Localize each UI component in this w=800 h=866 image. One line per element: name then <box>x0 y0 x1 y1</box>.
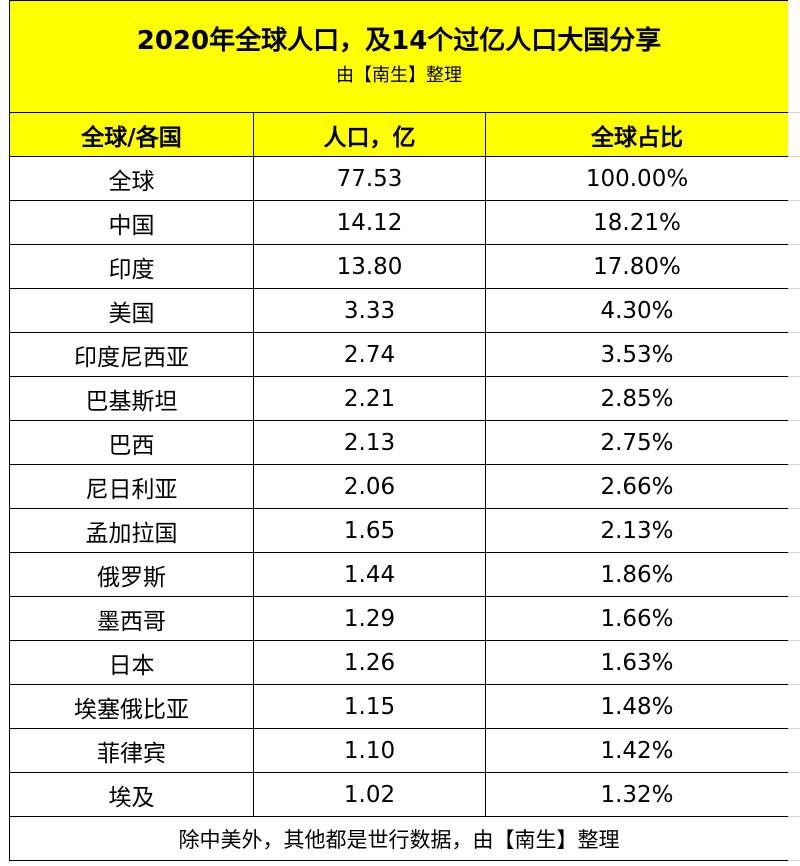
share-cell[interactable]: 1.66% <box>484 596 790 641</box>
gridline <box>788 508 800 509</box>
share-cell[interactable]: 1.48% <box>484 684 790 729</box>
gridline <box>788 640 800 641</box>
table-row: 印度尼西亚 2.74 3.53% <box>9 332 790 377</box>
country-cell[interactable]: 巴西 <box>9 420 254 465</box>
gridline <box>788 596 800 597</box>
table-row: 埃及 1.02 1.32% <box>9 772 790 817</box>
gridline <box>788 420 800 421</box>
table-row: 印度 13.80 17.80% <box>9 244 790 289</box>
table-row: 尼日利亚 2.06 2.66% <box>9 464 790 509</box>
spreadsheet-gridlines <box>788 0 800 866</box>
gridline <box>788 244 800 245</box>
population-cell[interactable]: 77.53 <box>253 156 486 201</box>
gridline <box>788 112 800 113</box>
gridline <box>788 332 800 333</box>
share-cell[interactable]: 100.00% <box>484 156 790 201</box>
population-cell[interactable]: 2.74 <box>253 332 486 377</box>
table-row: 俄罗斯 1.44 1.86% <box>9 552 790 597</box>
footer-note[interactable]: 除中美外，其他都是世行数据，由【南生】整理 <box>8 816 790 861</box>
country-cell[interactable]: 中国 <box>9 200 254 245</box>
gridline <box>788 772 800 773</box>
country-cell[interactable]: 日本 <box>9 640 254 685</box>
footer-row: 除中美外，其他都是世行数据，由【南生】整理 <box>8 816 790 861</box>
title-cell[interactable]: 2020年全球人口，及14个过亿人口大国分享 由【南生】整理 <box>8 0 790 113</box>
share-cell[interactable]: 3.53% <box>484 332 790 377</box>
gridline <box>788 464 800 465</box>
table-title: 2020年全球人口，及14个过亿人口大国分享 <box>136 25 662 56</box>
population-cell[interactable]: 1.15 <box>253 684 486 729</box>
share-cell[interactable]: 1.63% <box>484 640 790 685</box>
gridline <box>788 200 800 201</box>
country-cell[interactable]: 孟加拉国 <box>9 508 254 553</box>
share-cell[interactable]: 1.86% <box>484 552 790 597</box>
population-cell[interactable]: 14.12 <box>253 200 486 245</box>
country-cell[interactable]: 菲律宾 <box>9 728 254 773</box>
share-cell[interactable]: 4.30% <box>484 288 790 333</box>
table-row: 菲律宾 1.10 1.42% <box>9 728 790 773</box>
share-cell[interactable]: 18.21% <box>484 200 790 245</box>
country-cell[interactable]: 俄罗斯 <box>9 552 254 597</box>
share-cell[interactable]: 2.75% <box>484 420 790 465</box>
table-row: 巴基斯坦 2.21 2.85% <box>9 376 790 421</box>
table-subtitle: 由【南生】整理 <box>336 64 463 86</box>
table-row: 埃塞俄比亚 1.15 1.48% <box>9 684 790 729</box>
country-cell[interactable]: 印度尼西亚 <box>9 332 254 377</box>
country-cell[interactable]: 巴基斯坦 <box>9 376 254 421</box>
country-cell[interactable]: 墨西哥 <box>9 596 254 641</box>
country-cell[interactable]: 埃塞俄比亚 <box>9 684 254 729</box>
table-row: 巴西 2.13 2.75% <box>9 420 790 465</box>
gridline <box>788 816 800 817</box>
gridline <box>788 552 800 553</box>
table-row: 中国 14.12 18.21% <box>9 200 790 245</box>
table-row: 日本 1.26 1.63% <box>9 640 790 685</box>
country-cell[interactable]: 印度 <box>9 244 254 289</box>
population-cell[interactable]: 2.06 <box>253 464 486 509</box>
table-row: 全球 77.53 100.00% <box>9 156 790 201</box>
title-row: 2020年全球人口，及14个过亿人口大国分享 由【南生】整理 <box>8 0 790 113</box>
header-share[interactable]: 全球占比 <box>484 112 790 157</box>
population-cell[interactable]: 1.26 <box>253 640 486 685</box>
gridline <box>788 728 800 729</box>
gridline <box>788 156 800 157</box>
gridline <box>788 684 800 685</box>
population-cell[interactable]: 2.21 <box>253 376 486 421</box>
share-cell[interactable]: 1.42% <box>484 728 790 773</box>
population-table: 2020年全球人口，及14个过亿人口大国分享 由【南生】整理 全球/各国 人口，… <box>8 0 790 861</box>
table-row: 孟加拉国 1.65 2.13% <box>9 508 790 553</box>
population-cell[interactable]: 1.29 <box>253 596 486 641</box>
country-cell[interactable]: 美国 <box>9 288 254 333</box>
share-cell[interactable]: 2.66% <box>484 464 790 509</box>
header-population[interactable]: 人口，亿 <box>253 112 486 157</box>
table-row: 美国 3.33 4.30% <box>9 288 790 333</box>
population-cell[interactable]: 1.44 <box>253 552 486 597</box>
country-cell[interactable]: 尼日利亚 <box>9 464 254 509</box>
table-row: 墨西哥 1.29 1.66% <box>9 596 790 641</box>
share-cell[interactable]: 17.80% <box>484 244 790 289</box>
population-cell[interactable]: 1.65 <box>253 508 486 553</box>
header-row: 全球/各国 人口，亿 全球占比 <box>9 112 790 157</box>
population-cell[interactable]: 2.13 <box>253 420 486 465</box>
header-country[interactable]: 全球/各国 <box>9 112 254 157</box>
gridline <box>788 288 800 289</box>
population-cell[interactable]: 1.02 <box>253 772 486 817</box>
share-cell[interactable]: 2.85% <box>484 376 790 421</box>
country-cell[interactable]: 全球 <box>9 156 254 201</box>
share-cell[interactable]: 2.13% <box>484 508 790 553</box>
population-cell[interactable]: 3.33 <box>253 288 486 333</box>
gridline <box>788 860 800 861</box>
share-cell[interactable]: 1.32% <box>484 772 790 817</box>
population-cell[interactable]: 13.80 <box>253 244 486 289</box>
gridline <box>788 376 800 377</box>
country-cell[interactable]: 埃及 <box>9 772 254 817</box>
population-cell[interactable]: 1.10 <box>253 728 486 773</box>
